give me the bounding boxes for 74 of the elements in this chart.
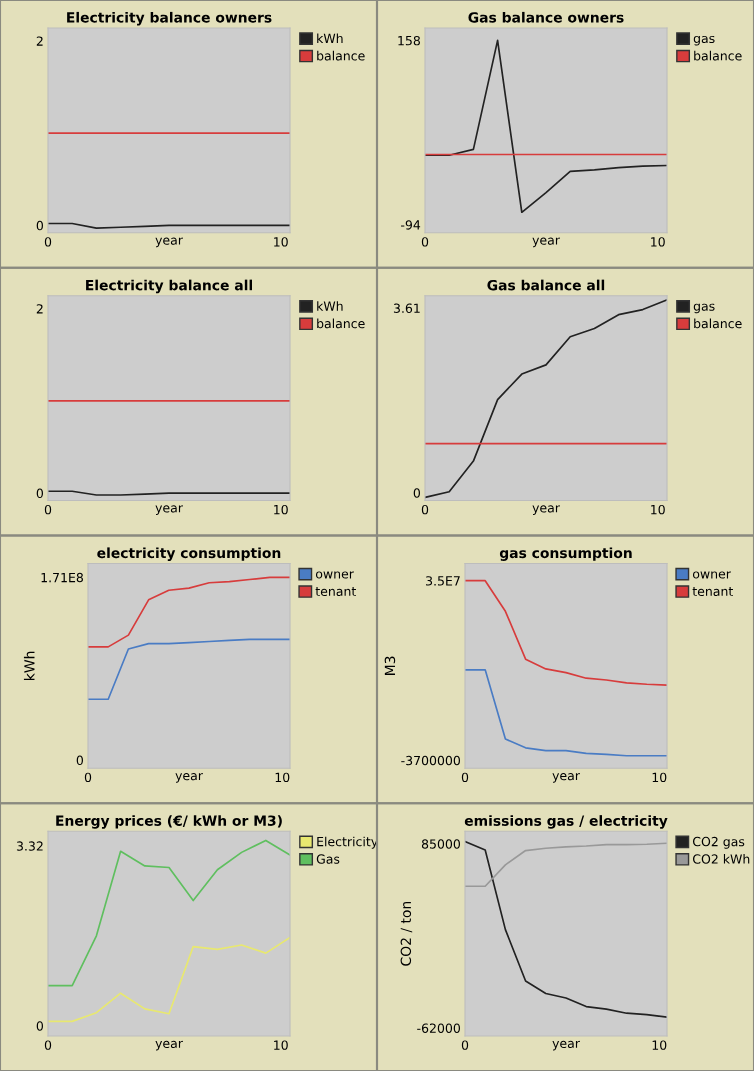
y-tick-label: 3.5E7 [426, 576, 460, 586]
chart-title: Gas balance all [487, 279, 605, 291]
legend-label: balance [317, 50, 365, 61]
legend-label: balance [694, 50, 742, 61]
chart-title: Electricity balance owners [67, 11, 272, 26]
x-tick-label: 0 [461, 1040, 469, 1050]
y-tick-label: 2 [36, 304, 43, 314]
chart-title: gas consumption [499, 547, 632, 561]
y-axis-title: kWh [23, 651, 35, 680]
legend-label: balance [694, 318, 742, 329]
x-tick-label: 10 [651, 237, 665, 247]
y-axis-title: CO2 / ton [400, 901, 413, 966]
x-tick-label: 0 [44, 237, 52, 247]
legend-label: balance [317, 318, 365, 329]
chart-title: emissions gas / electricity [464, 815, 668, 829]
x-axis-title: year [552, 773, 580, 783]
y-tick-label: 3.32 [16, 841, 43, 851]
line-series [465, 840, 667, 1019]
line-series [48, 839, 290, 987]
x-tick-label: 10 [274, 1040, 288, 1050]
legend-label: Electricity [317, 836, 378, 849]
y-tick-label: 3.61 [393, 303, 420, 313]
x-axis-title: year [155, 1040, 183, 1051]
x-tick-label: 10 [275, 772, 290, 783]
line-series [88, 576, 290, 648]
y-tick-label: 0 [36, 220, 43, 231]
legend-label: CO2 kWh [692, 854, 750, 864]
x-tick-label: 10 [652, 772, 667, 783]
chart-title: Gas balance owners [468, 11, 624, 23]
x-tick-label: 0 [44, 1040, 52, 1050]
legend-label: Gas [316, 854, 340, 864]
legend-label: gas [693, 35, 715, 46]
x-tick-label: 0 [44, 504, 52, 515]
line-series [425, 299, 667, 499]
x-axis-title: year [175, 773, 203, 783]
chart-title: electricity consumption [97, 547, 281, 561]
y-tick-label: 85000 [421, 839, 460, 849]
legend-label: tenant [315, 587, 356, 597]
legend-label: gas [693, 303, 715, 314]
x-axis-title: year [552, 1040, 580, 1051]
line-series [465, 842, 667, 888]
chart-title: Energy prices (€/ kWh or M3) [56, 815, 282, 829]
y-tick-label: 158 [398, 35, 420, 46]
x-tick-label: 10 [274, 237, 288, 247]
x-tick-label: 0 [84, 772, 92, 783]
x-axis-title: year [532, 237, 560, 248]
y-tick-label: 2 [36, 36, 43, 46]
legend-label: CO2 gas [692, 836, 745, 849]
x-axis-title: year [532, 505, 560, 515]
x-tick-label: 0 [461, 772, 469, 783]
line-series [465, 668, 667, 757]
y-tick-label: 0 [36, 488, 43, 499]
x-axis-title: year [155, 505, 183, 515]
line-series [465, 579, 667, 686]
x-tick-label: 10 [274, 504, 288, 515]
legend-label: owner [315, 571, 354, 579]
y-tick-label: 0 [36, 1021, 43, 1031]
legend-label: tenant [692, 587, 733, 597]
y-tick-label: 0 [413, 488, 420, 498]
y-tick-label: -94 [401, 220, 421, 230]
line-series [48, 936, 290, 1023]
chart-title: Electricity balance all [86, 279, 253, 294]
legend-label: kWh [317, 33, 343, 43]
line-series [425, 39, 667, 214]
legend-label: owner [692, 571, 731, 579]
y-tick-label: 1.71E8 [41, 572, 83, 583]
x-tick-label: 10 [651, 504, 665, 515]
y-tick-label: -62000 [417, 1023, 460, 1033]
line-series [88, 638, 290, 701]
x-tick-label: 10 [652, 1040, 667, 1050]
x-axis-title: year [155, 237, 183, 248]
legend-label: kWh [317, 301, 343, 311]
y-tick-label: -3700000 [401, 755, 460, 766]
y-axis-title: M3 [384, 656, 396, 675]
